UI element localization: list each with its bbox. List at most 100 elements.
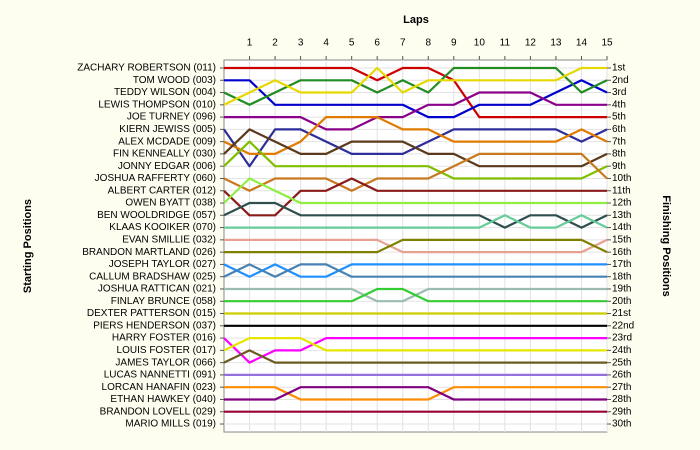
y2-tick-label: 29th [612, 406, 631, 417]
y2-tick-label: 7th [612, 136, 626, 147]
y-axis-title: Starting Positions [22, 199, 34, 293]
starting-driver-label: JOE TURNEY (096) [127, 112, 216, 123]
y2-tick-label: 4th [612, 99, 626, 110]
labels: 1 2 3 4 5 6 7 8 9 10 11 12 13 14 151st2nd3rd4th5th6th7… [77, 38, 634, 430]
starting-driver-label: LOUIS FOSTER (017) [117, 345, 216, 356]
series-line [223, 140, 608, 180]
y2-tick-label: 22nd [612, 320, 634, 331]
x-tick-label: 11 [500, 38, 511, 49]
y2-tick-label: 11th [612, 185, 631, 196]
y2-tick-label: 18th [612, 271, 631, 282]
y2-tick-label: 15th [612, 235, 631, 246]
x-tick-label: 2 [272, 38, 278, 49]
x-tick-label: 6 [374, 38, 380, 49]
x-tick-label: 7 [400, 38, 406, 49]
starting-driver-label: ALBERT CARTER (012) [108, 185, 216, 196]
y2-tick-label: 30th [612, 419, 631, 430]
series-line [224, 238, 608, 254]
y2-tick-label: 9th [612, 161, 626, 172]
y2-tick-label: 25th [612, 357, 631, 368]
series-line [223, 337, 607, 352]
starting-driver-label: BRANDON LOVELL (029) [100, 406, 216, 417]
y2-tick-label: 28th [612, 394, 631, 405]
starting-driver-label: KLAAS KOOIKER (070) [109, 222, 216, 233]
y2-tick-label: 17th [612, 259, 631, 270]
starting-driver-label: JOSHUA RATTICAN (021) [98, 284, 216, 295]
starting-driver-label: JOSHUA RAFFERTY (060) [95, 173, 216, 184]
lines [223, 66, 608, 413]
y2-tick-label: 1st [612, 63, 626, 74]
starting-driver-label: BRANDON MARTLAND (026) [82, 247, 216, 258]
y2-tick-label: 23rd [612, 333, 632, 344]
y2-tick-label: 27th [612, 382, 631, 393]
y2-tick-label: 20th [612, 296, 631, 307]
starting-driver-label: MARIO MILLS (019) [125, 419, 216, 430]
x-tick-label: 15 [601, 38, 613, 49]
series-line [224, 91, 607, 131]
y2-tick-label: 21st [612, 308, 631, 319]
plot-area [223, 59, 608, 433]
starting-driver-label: HARRY FOSTER (016) [112, 333, 216, 344]
starting-driver-label: BEN WOOLDRIDGE (057) [97, 210, 216, 221]
starting-driver-label: LORCAN HANAFIN (023) [102, 382, 216, 393]
x-tick-label: 4 [323, 38, 329, 49]
series-line [223, 152, 608, 192]
x-tick-label: 14 [576, 38, 588, 49]
y2-tick-label: 8th [612, 149, 626, 160]
starting-driver-label: PIERS HENDERSON (037) [93, 320, 216, 331]
starting-driver-label: KIERN JEWISS (005) [119, 124, 216, 135]
series-line [223, 128, 608, 168]
starting-driver-label: JAMES TAYLOR (066) [115, 357, 216, 368]
starting-driver-label: ZACHARY ROBERTSON (011) [77, 63, 216, 74]
series-line [224, 214, 608, 229]
starting-driver-label: ETHAN HAWKEY (040) [110, 394, 216, 405]
y2-tick-label: 19th [612, 284, 631, 295]
starting-driver-label: LEWIS THOMPSON (010) [98, 99, 216, 110]
series-line [223, 349, 607, 364]
starting-driver-label: FINLAY BRUNCE (058) [111, 296, 216, 307]
series-line [224, 66, 607, 119]
series-line [223, 263, 607, 278]
y2-tick-label: 3rd [612, 87, 626, 98]
series-line [224, 386, 607, 401]
x-tick-label: 3 [298, 38, 304, 49]
y2-tick-label: 10th [612, 173, 631, 184]
starting-driver-label: TOM WOOD (003) [133, 75, 216, 86]
y2-tick-label: 24th [612, 345, 631, 356]
y2-tick-label: 16th [612, 247, 631, 258]
y2-tick-label: 2nd [612, 75, 629, 86]
x-tick-label: 10 [474, 38, 486, 49]
starting-driver-label: TEDDY WILSON (004) [114, 87, 216, 98]
series-line [223, 201, 608, 229]
y2-tick-label: 26th [612, 370, 631, 381]
starting-driver-label: JONNY EDGAR (006) [118, 161, 216, 172]
series-line [223, 177, 607, 205]
x-tick-label: 1 [247, 38, 253, 49]
starting-driver-label: LUCAS NANNETTI (091) [104, 370, 216, 381]
x-tick-label: 13 [550, 38, 562, 49]
starting-driver-label: EVAN SMILLIE (032) [122, 235, 216, 246]
starting-driver-label: CALLUM BRADSHAW (025) [89, 271, 216, 282]
series-line [224, 287, 607, 303]
y2-tick-label: 5th [612, 112, 626, 123]
starting-driver-label: ALEX MCDADE (009) [118, 136, 216, 147]
x-tick-label: 8 [425, 38, 431, 49]
y2-tick-label: 6th [612, 124, 626, 135]
starting-driver-label: JOSEPH TAYLOR (027) [109, 259, 216, 270]
series-line [223, 177, 607, 217]
starting-driver-label: OWEN BYATT (038) [125, 198, 216, 209]
x-tick-label: 5 [349, 38, 355, 49]
series-line [224, 238, 608, 254]
y2-axis-title: Finishing Positions [660, 195, 672, 296]
starting-driver-label: FIN KENNEALLY (030) [113, 149, 216, 160]
series-line [223, 337, 607, 364]
y2-tick-label: 13th [612, 210, 631, 221]
series-line [223, 66, 607, 106]
chart-title: Laps [403, 14, 429, 26]
y2-tick-label: 14th [612, 222, 631, 233]
starting-driver-label: DEXTER PATTERSON (015) [87, 308, 216, 319]
y2-tick-label: 12th [612, 198, 631, 209]
x-tick-label: 9 [451, 38, 457, 49]
